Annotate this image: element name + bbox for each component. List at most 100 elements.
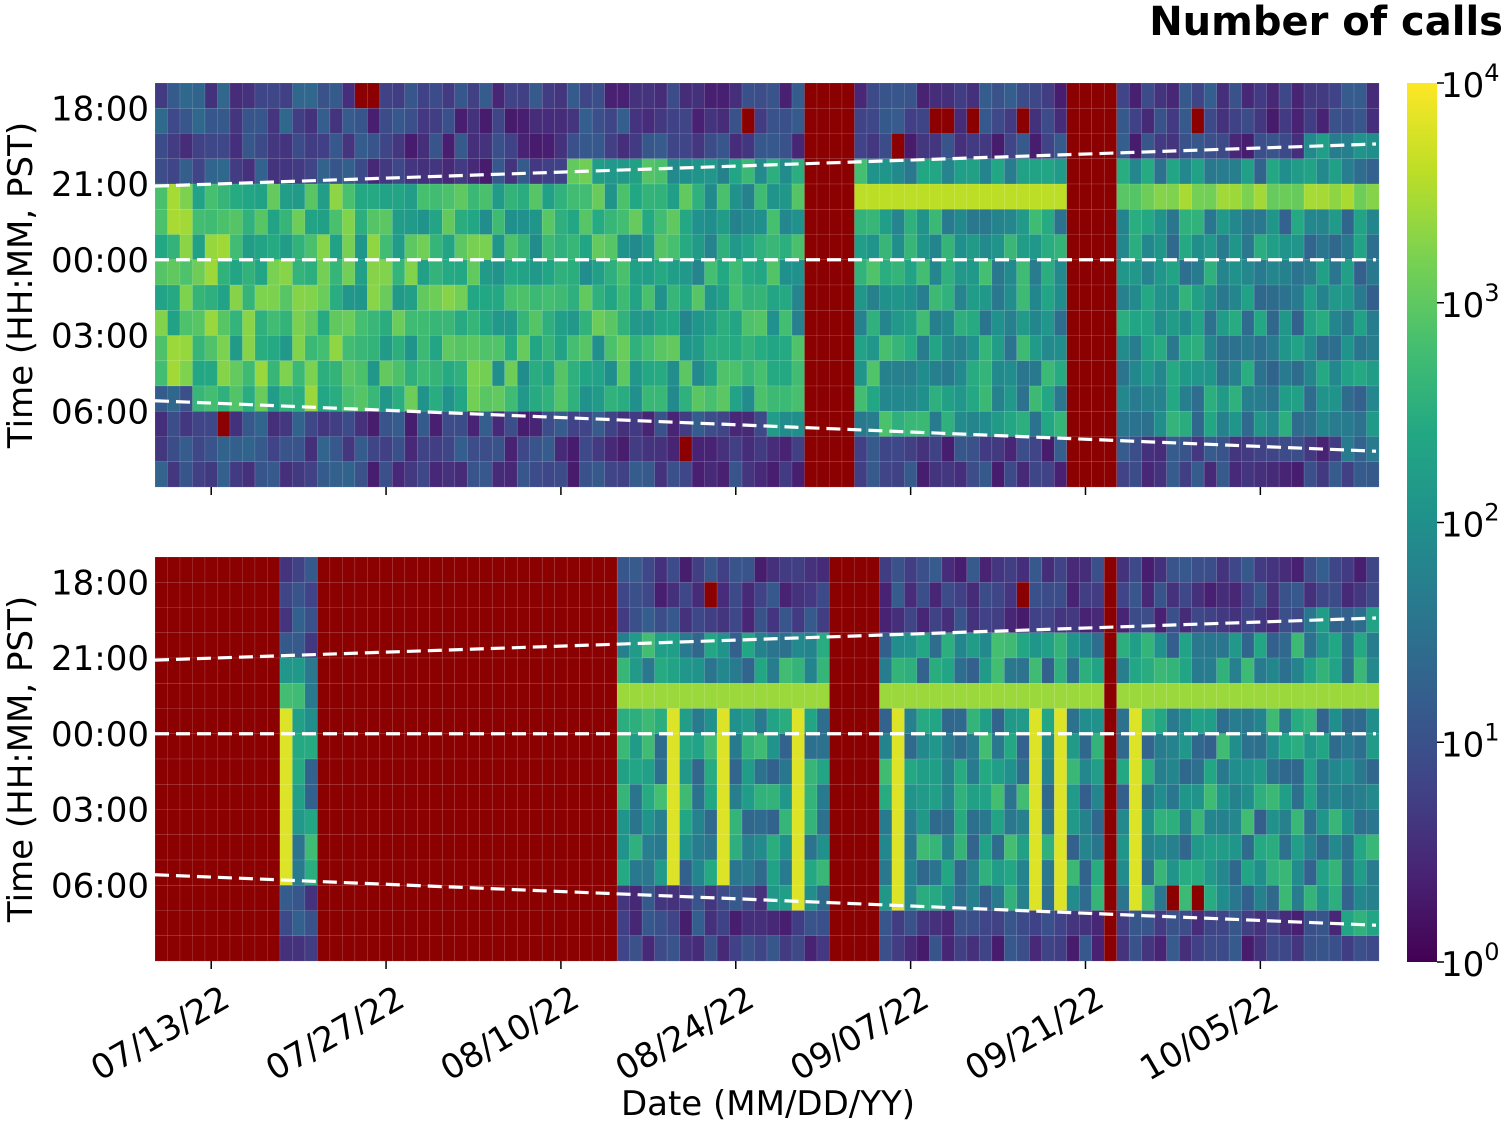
heatmap-cell <box>704 360 718 387</box>
heatmap-cell <box>504 859 518 886</box>
heatmap-cell <box>491 234 506 261</box>
heatmap-cell <box>741 910 755 937</box>
heatmap-cell <box>666 581 680 608</box>
heatmap-cell <box>1153 581 1168 608</box>
heatmap-cell <box>966 335 980 362</box>
heatmap-cell <box>829 284 843 311</box>
heatmap-cell <box>1328 410 1342 437</box>
heatmap-cell <box>816 733 830 760</box>
heatmap-cell <box>167 859 181 886</box>
heatmap-cell <box>654 410 668 437</box>
heatmap-cell <box>1053 632 1068 659</box>
heatmap-cell <box>904 682 918 709</box>
heatmap-cell <box>629 910 643 937</box>
heatmap-cell <box>479 360 493 387</box>
heatmap-cell <box>1016 107 1030 134</box>
heatmap-cell <box>1153 259 1168 286</box>
heatmap-cell <box>991 884 1005 911</box>
heatmap-cell <box>1078 385 1093 412</box>
heatmap-cell <box>1278 834 1292 861</box>
heatmap-cell <box>429 234 443 261</box>
heatmap-cell <box>779 657 793 684</box>
heatmap-cell <box>529 682 543 709</box>
heatmap-cell <box>454 335 468 362</box>
heatmap-cell <box>966 607 980 634</box>
heatmap-cell <box>1028 783 1043 810</box>
heatmap-cell <box>991 234 1005 261</box>
heatmap-cell <box>1178 309 1193 336</box>
heatmap-cell <box>504 682 518 709</box>
heatmap-cell <box>304 107 318 134</box>
heatmap-cell <box>441 783 456 810</box>
heatmap-cell <box>304 82 318 109</box>
heatmap-cell <box>204 107 218 134</box>
heatmap-cell <box>454 82 468 109</box>
heatmap-cell <box>204 158 218 185</box>
heatmap-cell <box>654 859 668 886</box>
heatmap-cell <box>566 335 581 362</box>
heatmap-cell <box>1141 309 1155 336</box>
heatmap-cell <box>229 133 243 160</box>
heatmap-cell <box>504 910 518 937</box>
heatmap-cell <box>854 436 868 463</box>
heatmap-cell <box>1103 657 1118 684</box>
heatmap-cell <box>579 410 593 437</box>
heatmap-cell <box>704 834 718 861</box>
heatmap-cell <box>991 133 1005 160</box>
heatmap-cell <box>1316 682 1330 709</box>
heatmap-cell <box>829 360 843 387</box>
heatmap-cell <box>566 809 581 836</box>
heatmap-cell <box>829 758 843 785</box>
heatmap-cell <box>304 581 318 608</box>
heatmap-cell <box>916 360 930 387</box>
heatmap-cell <box>1353 733 1367 760</box>
heatmap-cell <box>1128 335 1143 362</box>
heatmap-cell <box>1216 910 1230 937</box>
heatmap-cell <box>791 82 805 109</box>
heatmap-cell <box>629 758 643 785</box>
heatmap-cell <box>629 234 643 261</box>
heatmap-cell <box>1366 410 1380 437</box>
heatmap-cell <box>679 82 693 109</box>
heatmap-cell <box>1303 107 1317 134</box>
heatmap-cell <box>691 309 705 336</box>
heatmap-cell <box>254 360 268 387</box>
heatmap-cell <box>654 834 668 861</box>
heatmap-cell <box>866 234 880 261</box>
heatmap-cell <box>342 183 356 210</box>
heatmap-cell <box>454 834 468 861</box>
heatmap-cell <box>641 935 655 962</box>
heatmap-cell <box>1004 309 1018 336</box>
heatmap-cell <box>1278 581 1292 608</box>
heatmap-cell <box>554 708 568 735</box>
heatmap-cell <box>1116 581 1130 608</box>
heatmap-cell <box>1041 208 1055 235</box>
heatmap-cell <box>1016 581 1030 608</box>
heatmap-cell <box>1328 234 1342 261</box>
heatmap-cell <box>317 657 331 684</box>
heatmap-cell <box>1253 809 1267 836</box>
heatmap-cell <box>929 208 943 235</box>
heatmap-cell <box>854 259 868 286</box>
heatmap-cell <box>279 607 293 634</box>
heatmap-cell <box>741 309 755 336</box>
heatmap-cell <box>267 259 281 286</box>
heatmap-cell <box>791 834 805 861</box>
heatmap-cell <box>1078 335 1093 362</box>
heatmap-cell <box>504 208 518 235</box>
heatmap-cell <box>354 234 368 261</box>
heatmap-cell <box>317 133 331 160</box>
heatmap-cell <box>1228 733 1243 760</box>
heatmap-cell <box>1328 935 1342 962</box>
heatmap-cell <box>1004 158 1018 185</box>
heatmap-cell <box>179 632 193 659</box>
heatmap-cell <box>779 461 793 488</box>
heatmap-cell <box>1141 158 1155 185</box>
heatmap-cell <box>666 309 680 336</box>
heatmap-cell <box>904 834 918 861</box>
heatmap-cell <box>1053 682 1068 709</box>
heatmap-cell <box>666 607 680 634</box>
heatmap-cell <box>641 682 655 709</box>
heatmap-cell <box>491 284 506 311</box>
